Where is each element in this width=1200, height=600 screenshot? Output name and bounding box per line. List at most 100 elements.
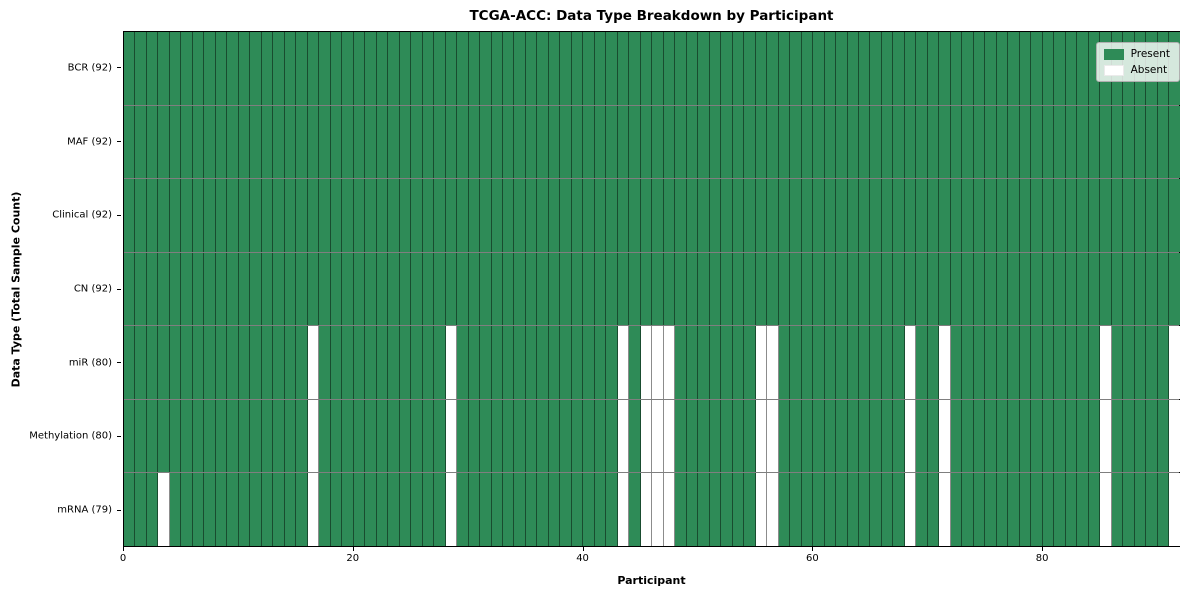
heatmap-cell [169, 399, 182, 473]
legend-label-absent: Absent [1130, 64, 1168, 76]
heatmap-cell [732, 326, 745, 399]
heatmap-cell [365, 179, 377, 252]
heatmap-cell [537, 105, 549, 179]
heatmap-cell [158, 399, 170, 473]
heatmap-cell [617, 399, 630, 473]
heatmap-cell [1088, 326, 1101, 399]
heatmap-cell [457, 105, 469, 179]
heatmap-cell [365, 105, 377, 179]
heatmap-cell [698, 179, 710, 252]
heatmap-cell [1169, 252, 1180, 326]
heatmap-cell [1157, 326, 1170, 399]
heatmap-cell [629, 105, 641, 179]
heatmap-cell [767, 252, 779, 326]
heatmap-cell [342, 252, 354, 326]
heatmap-cell [790, 399, 802, 473]
heatmap-cell [548, 399, 561, 473]
heatmap-cell [514, 326, 526, 399]
heatmap-cell [307, 326, 320, 399]
heatmap-cell [904, 473, 917, 547]
heatmap-cell [893, 252, 905, 326]
heatmap-cell [491, 473, 503, 547]
heatmap-cell [296, 32, 308, 105]
heatmap-cell [457, 179, 469, 252]
heatmap-cell [480, 179, 492, 252]
heatmap-cell [388, 105, 400, 179]
heatmap-cell [491, 326, 503, 399]
heatmap-cell [629, 473, 641, 547]
heatmap-cell [583, 399, 595, 473]
heatmap-cell [1157, 399, 1170, 473]
heatmap-cell [445, 105, 458, 179]
heatmap-cell [698, 105, 710, 179]
heatmap-cell [663, 105, 676, 179]
heatmap-cell [652, 399, 664, 473]
heatmap-cell [640, 105, 653, 179]
heatmap-cell [1065, 399, 1078, 473]
heatmap-cell [950, 399, 963, 473]
heatmap-cell [146, 32, 159, 105]
heatmap-cell [939, 326, 951, 399]
heatmap-cell [273, 32, 285, 105]
heatmap-cell [468, 399, 481, 473]
heatmap-cell [583, 32, 595, 105]
heatmap-cell [721, 32, 733, 105]
heatmap-cell [181, 32, 193, 105]
heatmap-cell [342, 32, 354, 105]
heatmap-cell [537, 473, 549, 547]
x-tick-label-0: 0 [119, 553, 127, 564]
heatmap-cell [1123, 473, 1135, 547]
heatmap-cell [284, 252, 297, 326]
heatmap-cell [927, 105, 940, 179]
heatmap-cell [893, 326, 905, 399]
heatmap-cell [870, 473, 882, 547]
heatmap-cell [767, 326, 779, 399]
heatmap-cell [1008, 179, 1020, 252]
heatmap-cell [870, 399, 882, 473]
heatmap-cell [261, 252, 274, 326]
heatmap-cell [686, 179, 699, 252]
heatmap-cell [836, 399, 848, 473]
heatmap-cell [836, 252, 848, 326]
heatmap-cell [698, 473, 710, 547]
heatmap-cell [778, 326, 791, 399]
heatmap-cell [663, 179, 676, 252]
heatmap-cell [732, 399, 745, 473]
heatmap-cell [238, 252, 251, 326]
heatmap-cell [204, 32, 216, 105]
heatmap-cell [629, 399, 641, 473]
heatmap-cell [594, 105, 607, 179]
heatmap-cell [525, 473, 538, 547]
heatmap-cell [824, 105, 837, 179]
heatmap-cell [353, 473, 366, 547]
heatmap-cell [755, 326, 768, 399]
heatmap-cell [227, 32, 239, 105]
heatmap-cell [388, 399, 400, 473]
heatmap-cell [1077, 179, 1089, 252]
legend: Present Absent [1095, 42, 1180, 82]
heatmap-cell [847, 473, 859, 547]
heatmap-cell [709, 179, 722, 252]
heatmap-cell [192, 399, 205, 473]
heatmap-cell [250, 179, 262, 252]
heatmap-cell [1134, 252, 1147, 326]
heatmap-cell [146, 473, 159, 547]
heatmap-cell [261, 105, 274, 179]
heatmap-cell [1019, 399, 1032, 473]
heatmap-cell [124, 473, 136, 547]
heatmap-cell [640, 252, 653, 326]
heatmap-cell [1146, 252, 1158, 326]
heatmap-row-Clinical [124, 179, 1180, 253]
heatmap-cell [583, 252, 595, 326]
heatmap-cell [675, 32, 687, 105]
heatmap-cell [767, 399, 779, 473]
heatmap-cell [330, 473, 343, 547]
heatmap-cell [755, 179, 768, 252]
y-tick-mark [117, 141, 121, 143]
heatmap-cell [491, 32, 503, 105]
heatmap-cell [686, 326, 699, 399]
heatmap-cell [1031, 252, 1043, 326]
heatmap-cell [904, 105, 917, 179]
heatmap-cell [1042, 326, 1055, 399]
heatmap-cell [1146, 473, 1158, 547]
